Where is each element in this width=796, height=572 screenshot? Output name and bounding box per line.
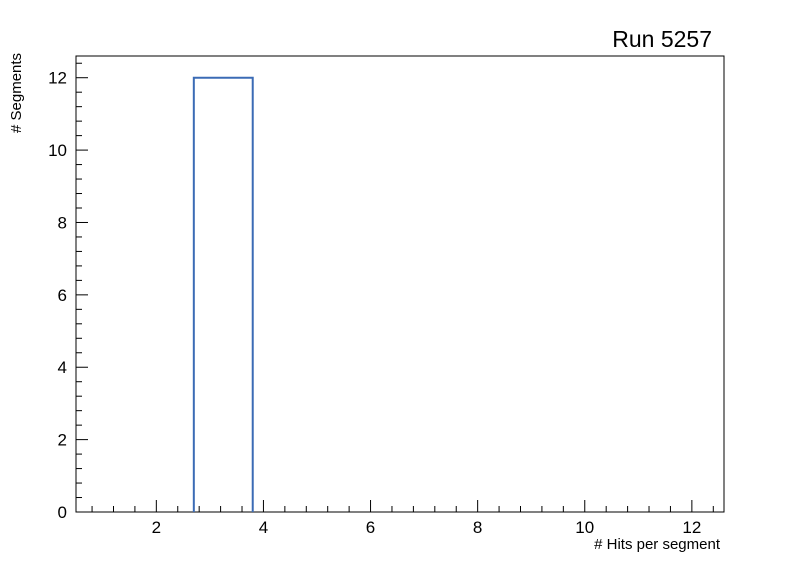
y-tick-label: 2 (58, 431, 67, 450)
x-tick-label: 4 (259, 518, 268, 537)
x-tick-label: 12 (682, 518, 701, 537)
y-tick-label: 4 (58, 358, 67, 377)
x-axis-title: # Hits per segment (594, 536, 720, 553)
y-tick-label: 0 (58, 503, 67, 522)
y-tick-label: 12 (48, 69, 67, 88)
x-tick-label: 6 (366, 518, 375, 537)
x-tick-label: 2 (152, 518, 161, 537)
histogram-bin (192, 76, 254, 512)
x-tick-label: 10 (575, 518, 594, 537)
y-tick-label: 8 (58, 213, 67, 232)
plot-title: Run 5257 (612, 26, 712, 52)
x-tick-label: 8 (473, 518, 482, 537)
plot-frame (75, 55, 725, 513)
y-tick-label: 6 (58, 286, 67, 305)
y-tick-label: 10 (48, 141, 67, 160)
y-axis-title: # Segments (8, 52, 25, 133)
